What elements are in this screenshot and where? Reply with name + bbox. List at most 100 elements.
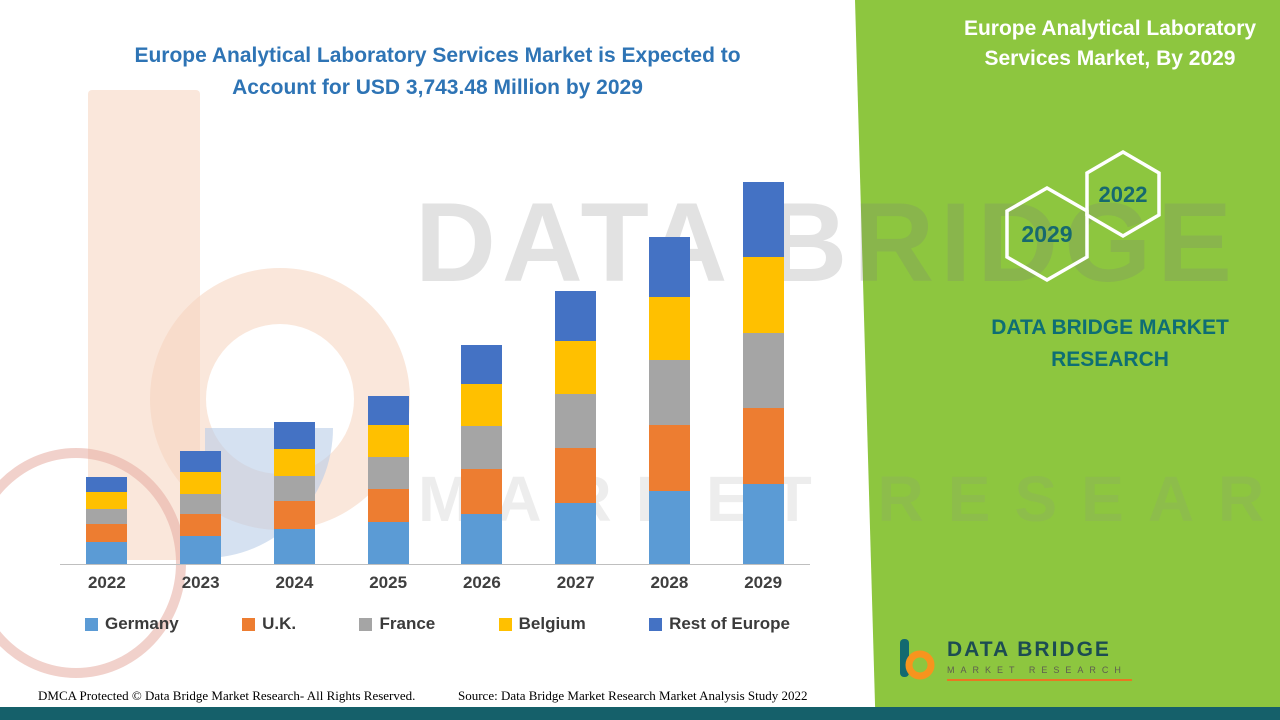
bar-column-2027 [529,160,623,564]
footer-bottom-strip [0,707,1280,720]
bar-segment-2028-rest-of-europe [648,236,690,297]
bar-segment-2026-u-k- [461,469,503,514]
brand-logo-name: DATA BRIDGE [947,637,1111,661]
bar-segment-2027-u-k- [555,447,597,503]
bar-segment-2025-rest-of-europe [367,395,409,426]
x-axis-label-2025: 2025 [369,573,408,592]
bar-segment-2024-rest-of-europe [273,422,315,449]
legend-label: Rest of Europe [669,614,790,633]
bar-segment-2027-france [555,393,597,448]
legend-swatch [649,617,663,631]
bar-segment-2024-u-k- [273,501,315,530]
bar-segment-2025-germany [367,522,409,564]
bar-segment-2025-france [367,457,409,489]
legend-swatch [242,617,256,631]
bar-segment-2028-germany [648,491,690,564]
bar-segment-2022-belgium [86,492,128,509]
bar-stack-2024 [273,422,315,564]
footer-dmca-text: DMCA Protected © Data Bridge Market Rese… [38,688,416,703]
bar-segment-2026-france [461,426,503,470]
legend-item-u-k-: U.K. [242,614,296,634]
x-axis-label-2027: 2027 [556,573,595,592]
chart-title-line-2: Account for USD 3,743.48 Million by 2029 [232,75,643,99]
legend-item-belgium: Belgium [498,614,586,634]
bar-segment-2029-rest-of-europe [742,182,784,257]
legend-label: Germany [105,614,179,633]
bar-segment-2024-germany [273,529,315,564]
bar-segment-2023-france [180,494,222,515]
x-axis-label-2028: 2028 [650,573,689,592]
bar-segment-2023-germany [180,535,222,564]
bar-segment-2028-belgium [648,296,690,361]
bar-segment-2026-germany [461,514,503,564]
hexagon-right-outline [1085,149,1161,239]
hexagon-badges: 2029 2022 [995,142,1175,297]
brand-logo-underline [947,678,1132,681]
bar-column-2023 [154,160,248,564]
bar-segment-2024-belgium [273,448,315,476]
plot-area [60,160,810,565]
hexagon-svg: 2029 2022 [1005,149,1161,283]
brand-logo: DATA BRIDGE MARKET RESEARCH [893,636,1132,682]
bar-segment-2026-belgium [461,384,503,427]
bar-segment-2027-belgium [555,341,597,394]
bar-stack-2027 [555,290,597,564]
legend-swatch [359,617,373,631]
bar-segment-2029-france [742,333,784,409]
side-panel-background [855,0,1280,720]
bar-segment-2025-belgium [367,425,409,458]
bar-segment-2022-rest-of-europe [86,477,128,493]
bar-stack-2023 [180,451,222,564]
bar-column-2028 [623,160,717,564]
x-axis-label-2026: 2026 [462,573,501,592]
chart-title-line-1: Europe Analytical Laboratory Services Ma… [134,44,741,67]
x-axis-label-2029: 2029 [744,573,783,592]
bar-segment-2029-germany [742,483,784,564]
legend-label: U.K. [262,614,297,633]
bar-stack-2026 [461,344,503,564]
legend-label: Belgium [518,614,586,633]
hexagon-left-label: 2029 [1021,221,1072,247]
legend-label: France [379,614,436,633]
bar-segment-2022-u-k- [86,524,128,543]
legend-swatch [85,617,98,631]
bar-stack-2028 [648,236,690,564]
brand-logo-subtitle: MARKET RESEARCH [947,664,1127,675]
bar-segment-2027-germany [555,502,597,564]
chart-title: Europe Analytical Laboratory Services Ma… [55,40,820,103]
x-axis-label-2023: 2023 [181,573,220,592]
legend-item-germany: Germany [85,614,179,634]
side-panel-title: Europe Analytical Laboratory Services Ma… [963,17,1257,71]
brand-logo-texts: DATA BRIDGE MARKET RESEARCH [947,638,1132,681]
hexagon-right-label: 2022 [1099,182,1148,207]
bar-column-2022 [60,160,154,564]
brand-logo-icon [900,639,935,680]
legend-swatch [498,617,512,631]
bar-column-2026 [435,160,529,564]
footer-source-text: Source: Data Bridge Market Research Mark… [458,688,808,703]
bar-segment-2029-u-k- [742,408,784,484]
bar-segment-2023-rest-of-europe [180,451,222,473]
bar-stack-2025 [367,395,409,564]
bar-segment-2022-germany [86,542,128,564]
legend-item-france: France [359,614,435,634]
bar-segment-2028-u-k- [648,425,690,492]
bar-stack-2029 [742,182,784,564]
bar-segment-2026-rest-of-europe [461,344,503,385]
x-axis-label-2024: 2024 [275,573,314,592]
bar-stack-2022 [86,477,128,564]
legend: Germany U.K. France Belgium Rest of Europe [85,614,790,634]
bar-segment-2022-france [86,508,128,525]
bar-segment-2023-u-k- [180,514,222,536]
x-axis-labels: 2022 2023 2024 2025 2026 2027 2028 2029 [60,573,810,593]
bar-segment-2025-u-k- [367,488,409,523]
bar-segment-2024-france [273,475,315,502]
bar-column-2029 [716,160,810,564]
x-axis-label-2022: 2022 [87,573,126,592]
bar-segment-2027-rest-of-europe [555,290,597,342]
bar-segment-2028-france [648,360,690,426]
legend-item-rest-of-europe: Rest of Europe [649,614,790,634]
side-panel-brand-text: DATA BRIDGE MARKET RESEARCH [991,316,1229,371]
bar-column-2024 [248,160,342,564]
bar-column-2025 [341,160,435,564]
